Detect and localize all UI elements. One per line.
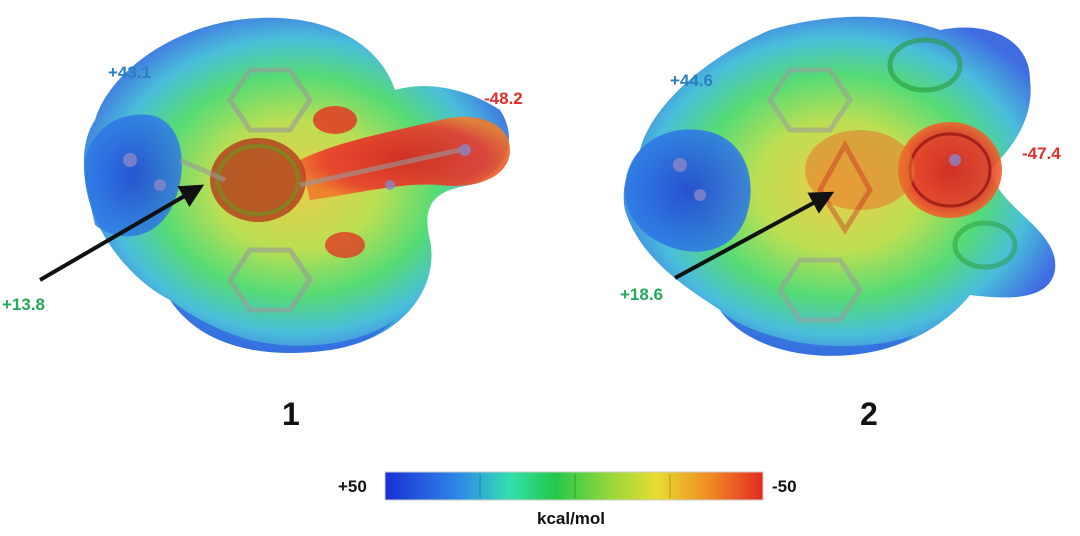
- scale-unit-label: kcal/mol: [537, 509, 606, 528]
- panel-2-sigma-hole-label: +18.6: [620, 285, 664, 304]
- sigma-hole-arrow-2: [674, 191, 835, 280]
- sigma-hole-arrow-1: [38, 184, 205, 282]
- panel-2-esp-surface: [623, 16, 1056, 356]
- scale-right-value: -50: [772, 477, 797, 496]
- scale-left-value: +50: [338, 477, 367, 496]
- color-scale-bar: [384, 471, 764, 501]
- compound-number-2: 2: [860, 396, 878, 432]
- panel-2-positive-max-label: +44.6: [670, 71, 714, 90]
- panel-1-sigma-hole-label: +13.8: [2, 295, 46, 314]
- panel-1-negative-min-label: -48.2: [484, 89, 523, 108]
- panel-1-esp-surface: [83, 17, 510, 353]
- panel-2-negative-min-label: -47.4: [1022, 144, 1061, 163]
- compound-number-1: 1: [282, 396, 300, 432]
- panel-1-positive-max-label: +43.1: [108, 63, 152, 82]
